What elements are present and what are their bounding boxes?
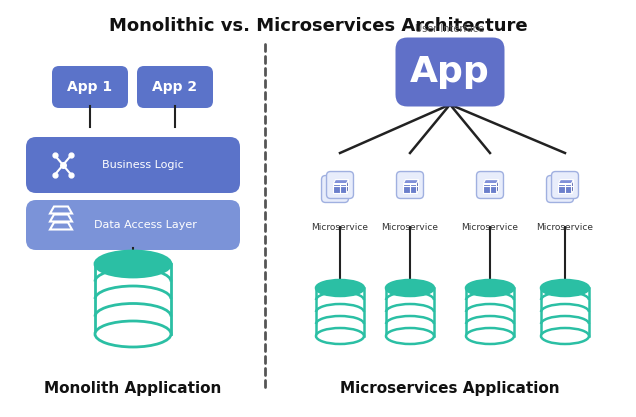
Polygon shape bbox=[483, 180, 499, 183]
Polygon shape bbox=[553, 183, 569, 188]
Ellipse shape bbox=[316, 328, 364, 344]
Text: Monolithic vs. Microservices Architecture: Monolithic vs. Microservices Architectur… bbox=[109, 17, 527, 35]
Polygon shape bbox=[558, 183, 572, 193]
Polygon shape bbox=[558, 180, 574, 183]
FancyBboxPatch shape bbox=[551, 171, 579, 198]
Ellipse shape bbox=[316, 280, 364, 296]
Ellipse shape bbox=[95, 251, 171, 277]
Text: App 1: App 1 bbox=[67, 80, 113, 94]
Polygon shape bbox=[95, 264, 171, 334]
Polygon shape bbox=[347, 180, 349, 193]
Polygon shape bbox=[328, 183, 343, 188]
Ellipse shape bbox=[95, 321, 171, 347]
Polygon shape bbox=[497, 180, 499, 193]
Ellipse shape bbox=[386, 328, 434, 344]
FancyBboxPatch shape bbox=[322, 176, 349, 203]
Polygon shape bbox=[541, 288, 589, 336]
Text: Monolith Application: Monolith Application bbox=[45, 382, 222, 397]
Text: Microservices Application: Microservices Application bbox=[340, 382, 560, 397]
Polygon shape bbox=[553, 188, 567, 197]
Text: Microservice: Microservice bbox=[382, 223, 438, 232]
Text: Business Logic: Business Logic bbox=[102, 160, 184, 170]
Polygon shape bbox=[342, 183, 343, 197]
Polygon shape bbox=[466, 288, 514, 336]
Ellipse shape bbox=[386, 280, 434, 296]
Polygon shape bbox=[483, 183, 497, 193]
FancyBboxPatch shape bbox=[26, 137, 240, 193]
Text: App: App bbox=[410, 55, 490, 89]
Polygon shape bbox=[386, 288, 434, 336]
Text: Microservice: Microservice bbox=[462, 223, 518, 232]
Polygon shape bbox=[333, 183, 347, 193]
Polygon shape bbox=[333, 180, 349, 183]
FancyBboxPatch shape bbox=[52, 66, 128, 108]
FancyBboxPatch shape bbox=[476, 171, 504, 198]
FancyBboxPatch shape bbox=[396, 171, 424, 198]
FancyBboxPatch shape bbox=[396, 38, 504, 106]
Ellipse shape bbox=[541, 328, 589, 344]
Ellipse shape bbox=[466, 328, 514, 344]
FancyBboxPatch shape bbox=[137, 66, 213, 108]
FancyBboxPatch shape bbox=[326, 171, 354, 198]
Text: Microservice: Microservice bbox=[312, 223, 368, 232]
Polygon shape bbox=[572, 180, 574, 193]
Text: User Interface: User Interface bbox=[415, 24, 485, 34]
FancyBboxPatch shape bbox=[26, 200, 240, 250]
Ellipse shape bbox=[466, 280, 514, 296]
Text: App 2: App 2 bbox=[153, 80, 198, 94]
Polygon shape bbox=[328, 188, 342, 197]
Text: Microservice: Microservice bbox=[537, 223, 593, 232]
Polygon shape bbox=[403, 183, 417, 193]
Polygon shape bbox=[567, 183, 569, 197]
Ellipse shape bbox=[541, 280, 589, 296]
Polygon shape bbox=[316, 288, 364, 336]
FancyBboxPatch shape bbox=[546, 176, 574, 203]
Polygon shape bbox=[417, 180, 418, 193]
Polygon shape bbox=[403, 180, 418, 183]
Text: Data Access Layer: Data Access Layer bbox=[93, 220, 197, 230]
